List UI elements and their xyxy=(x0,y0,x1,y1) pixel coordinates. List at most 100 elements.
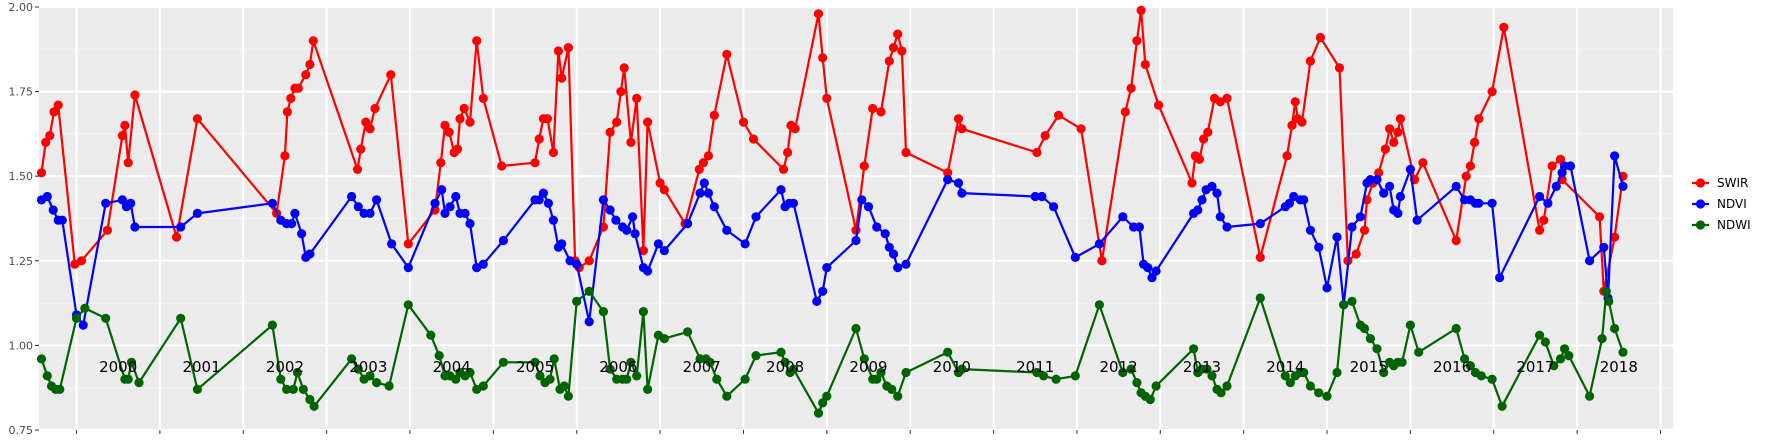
series-layer xyxy=(36,5,1628,418)
data-point-swir xyxy=(901,147,911,158)
data-point-ndwi xyxy=(292,367,302,378)
data-point-swir xyxy=(1282,151,1292,161)
data-point-swir xyxy=(884,56,894,66)
data-point-ndvi xyxy=(57,215,67,225)
data-point-ndvi xyxy=(1355,212,1365,222)
data-point-ndvi xyxy=(465,219,475,229)
data-point-ndvi xyxy=(451,191,461,202)
data-point-ndwi xyxy=(434,351,444,361)
data-point-swir xyxy=(1040,131,1050,141)
year-label: 2016 xyxy=(1433,358,1471,376)
data-point-ndvi xyxy=(788,198,799,208)
data-point-ndvi xyxy=(1299,195,1309,205)
data-point-ndvi xyxy=(1393,208,1403,218)
data-point-swir xyxy=(41,137,51,147)
data-point-ndvi xyxy=(622,225,632,235)
data-point-swir xyxy=(738,117,749,127)
data-point-ndvi xyxy=(1147,273,1157,283)
data-point-ndvi xyxy=(709,202,719,212)
data-point-ndvi xyxy=(1599,242,1609,252)
data-point-ndvi xyxy=(1585,256,1595,266)
data-point-swir xyxy=(356,144,366,154)
data-point-ndvi xyxy=(1365,175,1375,185)
data-point-swir xyxy=(452,144,463,154)
data-point-ndvi xyxy=(430,198,440,208)
data-point-ndwi xyxy=(282,384,292,394)
data-point-swir xyxy=(280,151,290,161)
data-point-ndwi xyxy=(1314,388,1324,398)
data-point-ndvi xyxy=(1385,181,1395,191)
data-point-swir xyxy=(542,114,553,124)
data-point-swir xyxy=(632,93,642,103)
data-point-swir xyxy=(783,147,793,158)
data-point-swir xyxy=(403,239,413,249)
y-tick-label: 0.75 xyxy=(9,424,34,437)
data-point-ndwi xyxy=(683,327,693,337)
data-point-swir xyxy=(694,164,704,174)
data-point-swir xyxy=(1132,36,1142,46)
data-point-ndvi xyxy=(48,205,58,215)
year-label: 2017 xyxy=(1516,358,1554,376)
data-point-swir xyxy=(888,43,899,53)
data-point-ndwi xyxy=(305,394,315,405)
data-point-swir xyxy=(352,164,363,174)
data-point-ndwi xyxy=(1255,293,1265,303)
data-point-swir xyxy=(1474,114,1484,124)
year-label: 2005 xyxy=(516,358,554,376)
data-point-swir xyxy=(893,29,903,39)
data-point-ndwi xyxy=(1202,364,1212,374)
data-point-swir xyxy=(436,158,446,168)
data-point-swir xyxy=(557,73,567,83)
data-point-ndvi xyxy=(1118,212,1128,222)
data-point-ndvi xyxy=(347,191,357,202)
data-point-ndwi xyxy=(622,374,632,384)
data-point-ndvi xyxy=(1495,273,1505,283)
legend-label-swir: SWIR xyxy=(1717,176,1748,190)
data-point-ndvi xyxy=(1332,232,1342,242)
data-point-ndvi xyxy=(1305,225,1315,235)
data-point-ndwi xyxy=(563,391,574,401)
data-point-ndwi xyxy=(1560,344,1570,354)
legend-label-ndwi: NDWI xyxy=(1717,218,1751,232)
data-point-ndvi xyxy=(78,320,88,330)
data-point-swir xyxy=(497,161,507,171)
data-point-swir xyxy=(1395,114,1405,124)
data-point-ndwi xyxy=(549,354,559,364)
data-point-ndvi xyxy=(126,198,136,208)
data-point-ndvi xyxy=(1284,198,1295,208)
year-label: 2009 xyxy=(849,358,887,376)
data-point-ndvi xyxy=(117,195,127,205)
data-point-ndwi xyxy=(872,374,882,384)
data-point-ndwi xyxy=(1535,330,1545,340)
data-point-ndvi xyxy=(130,222,140,232)
data-point-ndwi xyxy=(1189,344,1199,354)
data-point-ndwi xyxy=(1597,334,1607,344)
data-point-ndvi xyxy=(403,263,413,273)
data-point-ndvi xyxy=(290,208,300,218)
data-point-ndvi xyxy=(1143,263,1153,273)
data-point-ndvi xyxy=(548,215,559,225)
year-label: 2002 xyxy=(266,358,304,376)
data-point-ndwi xyxy=(403,300,413,310)
data-point-ndwi xyxy=(465,367,475,378)
data-point-swir xyxy=(1290,97,1300,107)
data-point-ndvi xyxy=(1094,239,1104,249)
data-point-ndwi xyxy=(893,391,903,401)
data-point-ndwi xyxy=(1585,391,1595,401)
data-point-swir xyxy=(953,114,964,124)
data-point-swir xyxy=(612,117,622,127)
data-point-ndvi xyxy=(1535,191,1545,202)
data-point-swir xyxy=(172,232,182,242)
data-point-swir xyxy=(286,93,296,103)
data-point-ndvi xyxy=(297,229,307,239)
data-point-ndwi xyxy=(42,371,52,381)
data-point-swir xyxy=(1539,215,1549,225)
data-point-ndwi xyxy=(1414,347,1424,357)
data-point-ndvi xyxy=(1412,215,1422,225)
year-label: 2018 xyxy=(1600,358,1638,376)
data-point-ndvi xyxy=(192,208,202,218)
data-point-ndwi xyxy=(498,357,508,367)
data-point-ndwi xyxy=(267,320,277,330)
data-point-ndwi xyxy=(1216,388,1226,398)
